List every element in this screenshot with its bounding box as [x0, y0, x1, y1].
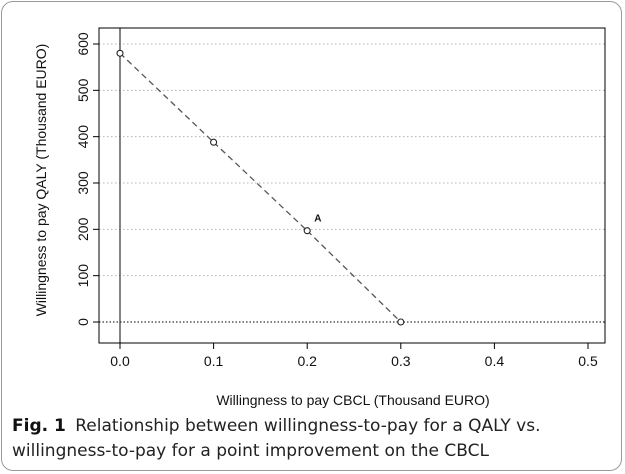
data-point	[210, 138, 218, 146]
series-line-segment	[306, 230, 402, 323]
y-tick-label: 0	[75, 318, 91, 326]
y-tick-label: 100	[75, 264, 91, 288]
gridlines	[99, 43, 605, 277]
series	[116, 49, 405, 326]
figure-caption: Fig. 1 Relationship between willingness-…	[12, 414, 612, 464]
x-tick-label: 0.3	[391, 353, 411, 369]
x-axis: 0.0 0.1 0.2 0.3 0.4 0.5	[110, 343, 598, 369]
data-point	[116, 49, 124, 57]
data-point	[397, 318, 405, 326]
y-tick-label: 500	[75, 78, 91, 102]
y-tick-label: 600	[75, 32, 91, 56]
x-tick-label: 0.1	[204, 353, 224, 369]
plot-frame	[98, 27, 606, 344]
y-axis: 0 100 200 300 400 500 600	[75, 32, 99, 326]
series-line-segment	[119, 52, 215, 143]
x-tick-label: 0.2	[297, 353, 317, 369]
x-tick-label: 0.5	[578, 353, 598, 369]
data-point	[303, 227, 311, 235]
caption-text: Relationship between willingness-to-pay …	[12, 416, 541, 461]
annotations: A	[314, 214, 321, 225]
y-tick-label: 300	[75, 171, 91, 195]
reference-lines	[99, 28, 605, 343]
figure-label: Fig. 1	[12, 416, 66, 436]
series-line-segment	[213, 141, 308, 232]
x-axis-label: Willingness to pay CBCL (Thousand EURO)	[216, 392, 489, 408]
x-tick-label: 0.0	[110, 353, 130, 369]
y-tick-label: 400	[75, 125, 91, 149]
y-axis-label: Willingness to pay QALY (Thousand EURO)	[33, 44, 49, 317]
y-tick-label: 200	[75, 217, 91, 241]
point-annotation: A	[314, 214, 321, 225]
x-tick-label: 0.4	[485, 353, 505, 369]
